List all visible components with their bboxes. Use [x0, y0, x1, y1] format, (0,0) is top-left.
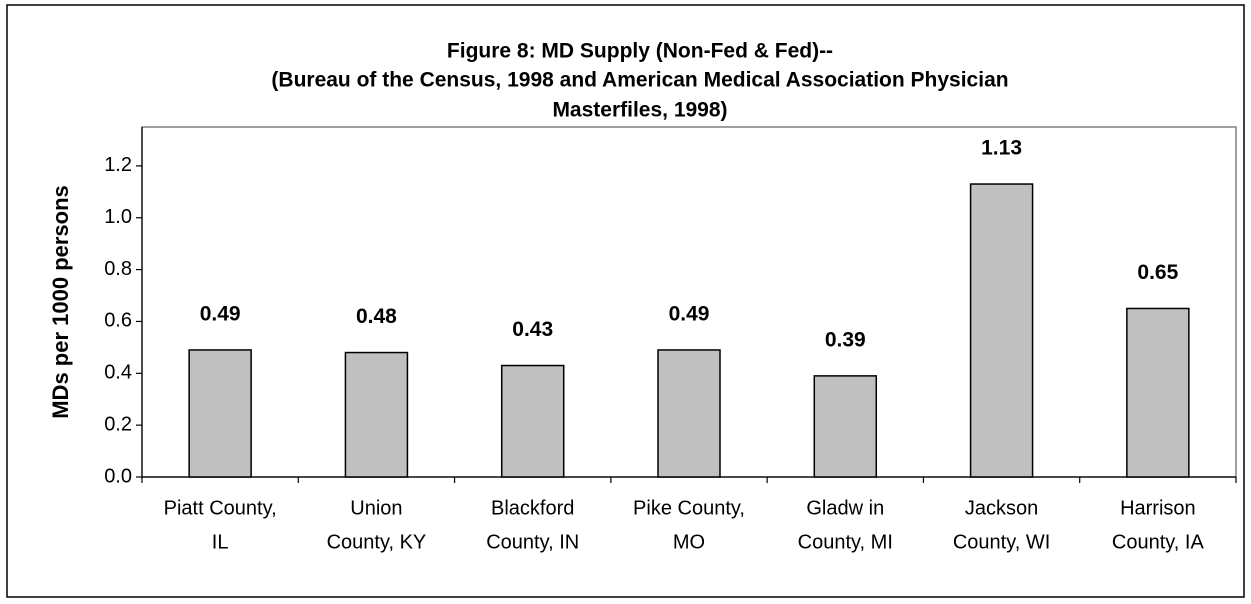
chart-title: (Bureau of the Census, 1998 and American…: [271, 69, 1008, 92]
x-tick-label: Gladw in: [806, 497, 884, 519]
y-tick-label: 0.4: [104, 362, 132, 384]
bar: [969, 183, 1034, 478]
y-tick-label: 0.0: [104, 465, 132, 487]
x-tick-label: Jackson: [965, 497, 1038, 519]
value-label: 0.39: [825, 328, 866, 351]
x-tick-label: MO: [673, 531, 705, 553]
chart-border: [6, 4, 1245, 598]
value-label: 0.49: [669, 303, 710, 326]
x-tick-label: County, KY: [327, 531, 427, 553]
x-tick-label: County, IA: [1112, 531, 1205, 553]
y-tick-label: 0.6: [104, 310, 132, 332]
x-tick-label: Harrison: [1120, 497, 1196, 519]
value-label: 0.49: [200, 303, 241, 326]
bar: [1126, 307, 1190, 478]
x-tick-label: County, WI: [953, 531, 1050, 553]
x-tick-label: Pike County,: [633, 497, 745, 519]
value-label: 0.43: [512, 318, 553, 341]
value-label: 0.65: [1137, 261, 1178, 284]
x-tick-label: Piatt County,: [164, 497, 277, 519]
chart-title: Figure 8: MD Supply (Non-Fed & Fed)--: [447, 40, 833, 63]
x-tick-label: County, IN: [486, 531, 579, 553]
x-tick-label: Union: [350, 497, 402, 519]
x-tick-label: Blackford: [491, 497, 574, 519]
bar: [500, 364, 565, 478]
bar: [657, 349, 721, 478]
bar: [344, 351, 409, 478]
y-tick-label: 0.8: [104, 258, 132, 280]
chart-title: Masterfiles, 1998): [552, 99, 727, 122]
value-label: 1.13: [981, 137, 1022, 160]
x-tick-label: County, MI: [798, 531, 893, 553]
y-axis-label: MDs per 1000 persons: [48, 185, 73, 419]
y-tick-label: 0.2: [104, 413, 132, 435]
bar: [188, 349, 252, 478]
bar: [813, 375, 878, 478]
y-tick-label: 1.2: [104, 154, 132, 176]
x-tick-label: IL: [212, 531, 229, 553]
value-label: 0.48: [356, 305, 397, 328]
y-tick-label: 1.0: [104, 206, 132, 228]
